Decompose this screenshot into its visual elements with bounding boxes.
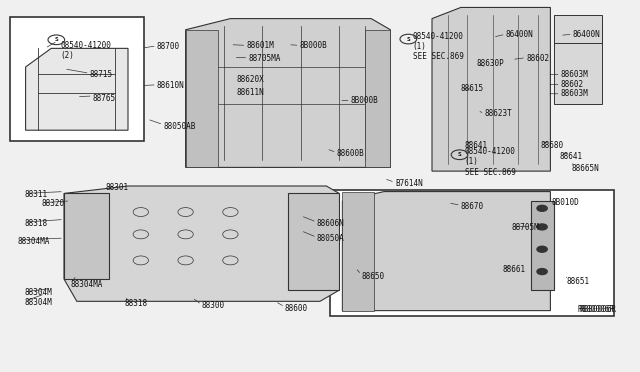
Polygon shape (288, 193, 339, 290)
Text: 88680: 88680 (541, 141, 564, 150)
Bar (365, 30, 390, 167)
Bar (186, 30, 218, 167)
Text: S: S (406, 36, 410, 42)
Text: 88620X: 88620X (237, 76, 264, 84)
Text: 08540-41200
(1)
SEE SEC.869: 08540-41200 (1) SEE SEC.869 (465, 147, 515, 177)
Polygon shape (26, 48, 128, 130)
Text: 88603M: 88603M (561, 70, 588, 79)
Text: 88705M: 88705M (512, 223, 540, 232)
Text: B7614N: B7614N (395, 179, 422, 187)
Text: 88615: 88615 (461, 84, 484, 93)
Text: 88301: 88301 (106, 183, 129, 192)
Text: 88304MA: 88304MA (18, 237, 51, 246)
Circle shape (537, 269, 547, 275)
Text: 88641: 88641 (465, 141, 488, 150)
Text: 88304M: 88304M (24, 288, 52, 297)
Text: 88650: 88650 (362, 272, 385, 280)
Text: 8B000B: 8B000B (300, 41, 327, 50)
Text: 88715: 88715 (90, 70, 113, 79)
Polygon shape (64, 193, 109, 279)
Text: 88670: 88670 (461, 202, 484, 211)
Bar (330, 190, 614, 316)
Text: 88705MA: 88705MA (248, 54, 281, 63)
Text: 88606N: 88606N (317, 219, 344, 228)
Text: 88611N: 88611N (237, 88, 264, 97)
Polygon shape (432, 7, 550, 171)
Text: 88304MA: 88304MA (70, 280, 103, 289)
Text: 88665N: 88665N (572, 164, 599, 173)
Text: 88700: 88700 (157, 42, 180, 51)
Text: S: S (458, 152, 461, 157)
Text: 88602: 88602 (561, 80, 584, 89)
Text: 88304M: 88304M (24, 298, 52, 307)
Text: 88602: 88602 (526, 54, 549, 63)
Text: 88300: 88300 (202, 301, 225, 310)
Text: 8B000B: 8B000B (351, 96, 378, 105)
Text: 88610N: 88610N (157, 81, 184, 90)
Bar (10, 17, 144, 141)
Text: 88600: 88600 (285, 304, 308, 313)
Circle shape (537, 224, 547, 230)
Text: 88630P: 88630P (477, 60, 504, 68)
Bar (554, 15, 602, 43)
Bar (554, 22, 602, 104)
Text: 88600B: 88600B (337, 149, 364, 158)
Text: 08540-41200
(1)
SEE SEC.869: 08540-41200 (1) SEE SEC.869 (413, 32, 463, 61)
Text: 88661: 88661 (502, 265, 525, 274)
Text: 88651: 88651 (566, 277, 589, 286)
Text: 88318: 88318 (125, 299, 148, 308)
Text: 86400N: 86400N (573, 30, 600, 39)
Text: 88320: 88320 (42, 199, 65, 208)
Bar (342, 192, 374, 311)
Polygon shape (186, 19, 390, 167)
Polygon shape (531, 201, 554, 290)
Text: 88318: 88318 (24, 219, 47, 228)
Text: 88311: 88311 (24, 190, 47, 199)
Text: R880006R: R880006R (577, 305, 614, 314)
Text: 88050AB: 88050AB (163, 122, 196, 131)
Text: 88765: 88765 (93, 94, 116, 103)
Text: 88601M: 88601M (246, 41, 274, 50)
Text: 08540-41200
(2): 08540-41200 (2) (61, 41, 111, 60)
Circle shape (537, 246, 547, 252)
Polygon shape (342, 192, 550, 311)
Circle shape (537, 205, 547, 211)
Text: R880006R: R880006R (580, 305, 617, 314)
Text: 86400N: 86400N (506, 30, 533, 39)
Polygon shape (64, 186, 339, 301)
Text: 88641: 88641 (560, 152, 583, 161)
Text: 88603M: 88603M (561, 89, 588, 98)
Text: 88623T: 88623T (484, 109, 512, 118)
Text: S: S (54, 37, 58, 42)
Text: 8B010D: 8B010D (552, 198, 579, 207)
Text: 88050A: 88050A (317, 234, 344, 243)
